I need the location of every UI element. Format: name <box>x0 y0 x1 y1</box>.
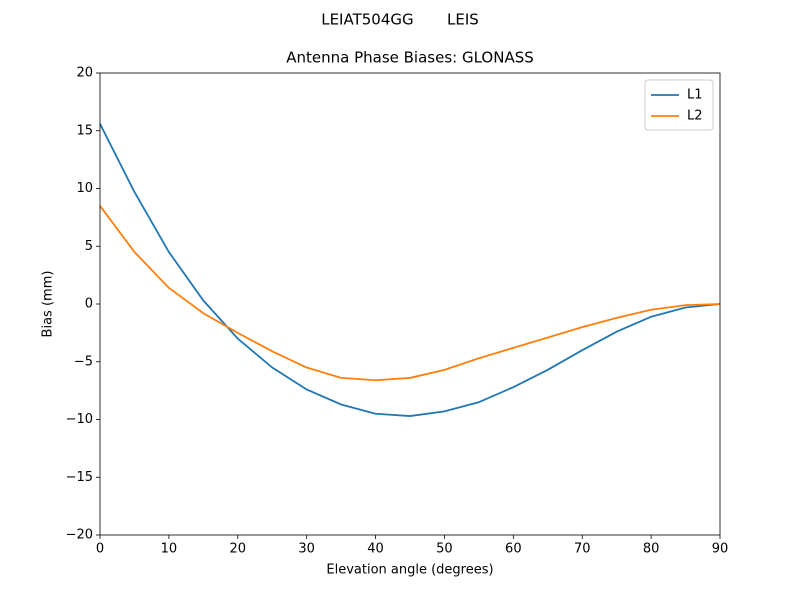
x-tick-label: 80 <box>643 542 660 557</box>
line-series <box>99 205 721 382</box>
x-tick-label: 20 <box>230 542 247 557</box>
y-tick-label: 15 <box>76 123 93 138</box>
legend-label: L1 <box>687 88 703 103</box>
y-tick-label: −15 <box>66 470 93 485</box>
x-axis-label: Elevation angle (degrees) <box>326 563 493 578</box>
x-tick-label: 90 <box>712 542 729 557</box>
y-tick-label: 5 <box>85 239 93 254</box>
y-tick-label: −5 <box>74 354 93 369</box>
y-tick-label: 0 <box>85 297 93 312</box>
x-tick-label: 40 <box>367 542 384 557</box>
chart-title: Antenna Phase Biases: GLONASS <box>286 49 534 67</box>
y-axis-label: Bias (mm) <box>41 271 56 338</box>
y-tick-label: −20 <box>66 528 93 543</box>
legend-label: L2 <box>687 109 703 124</box>
plot-frame <box>99 72 721 536</box>
y-tick-label: 20 <box>76 66 93 81</box>
legend-box <box>644 79 714 131</box>
x-tick-label: 50 <box>436 542 453 557</box>
suptitle: LEIAT504GG LEIS <box>321 11 479 29</box>
x-tick-label: 30 <box>298 542 315 557</box>
x-tick-label: 0 <box>96 542 104 557</box>
y-tick-label: −10 <box>66 412 93 427</box>
x-tick-label: 60 <box>505 542 522 557</box>
line-series <box>99 123 721 417</box>
x-tick-label: 10 <box>161 542 178 557</box>
y-tick-label: 10 <box>76 181 93 196</box>
x-tick-label: 70 <box>574 542 591 557</box>
